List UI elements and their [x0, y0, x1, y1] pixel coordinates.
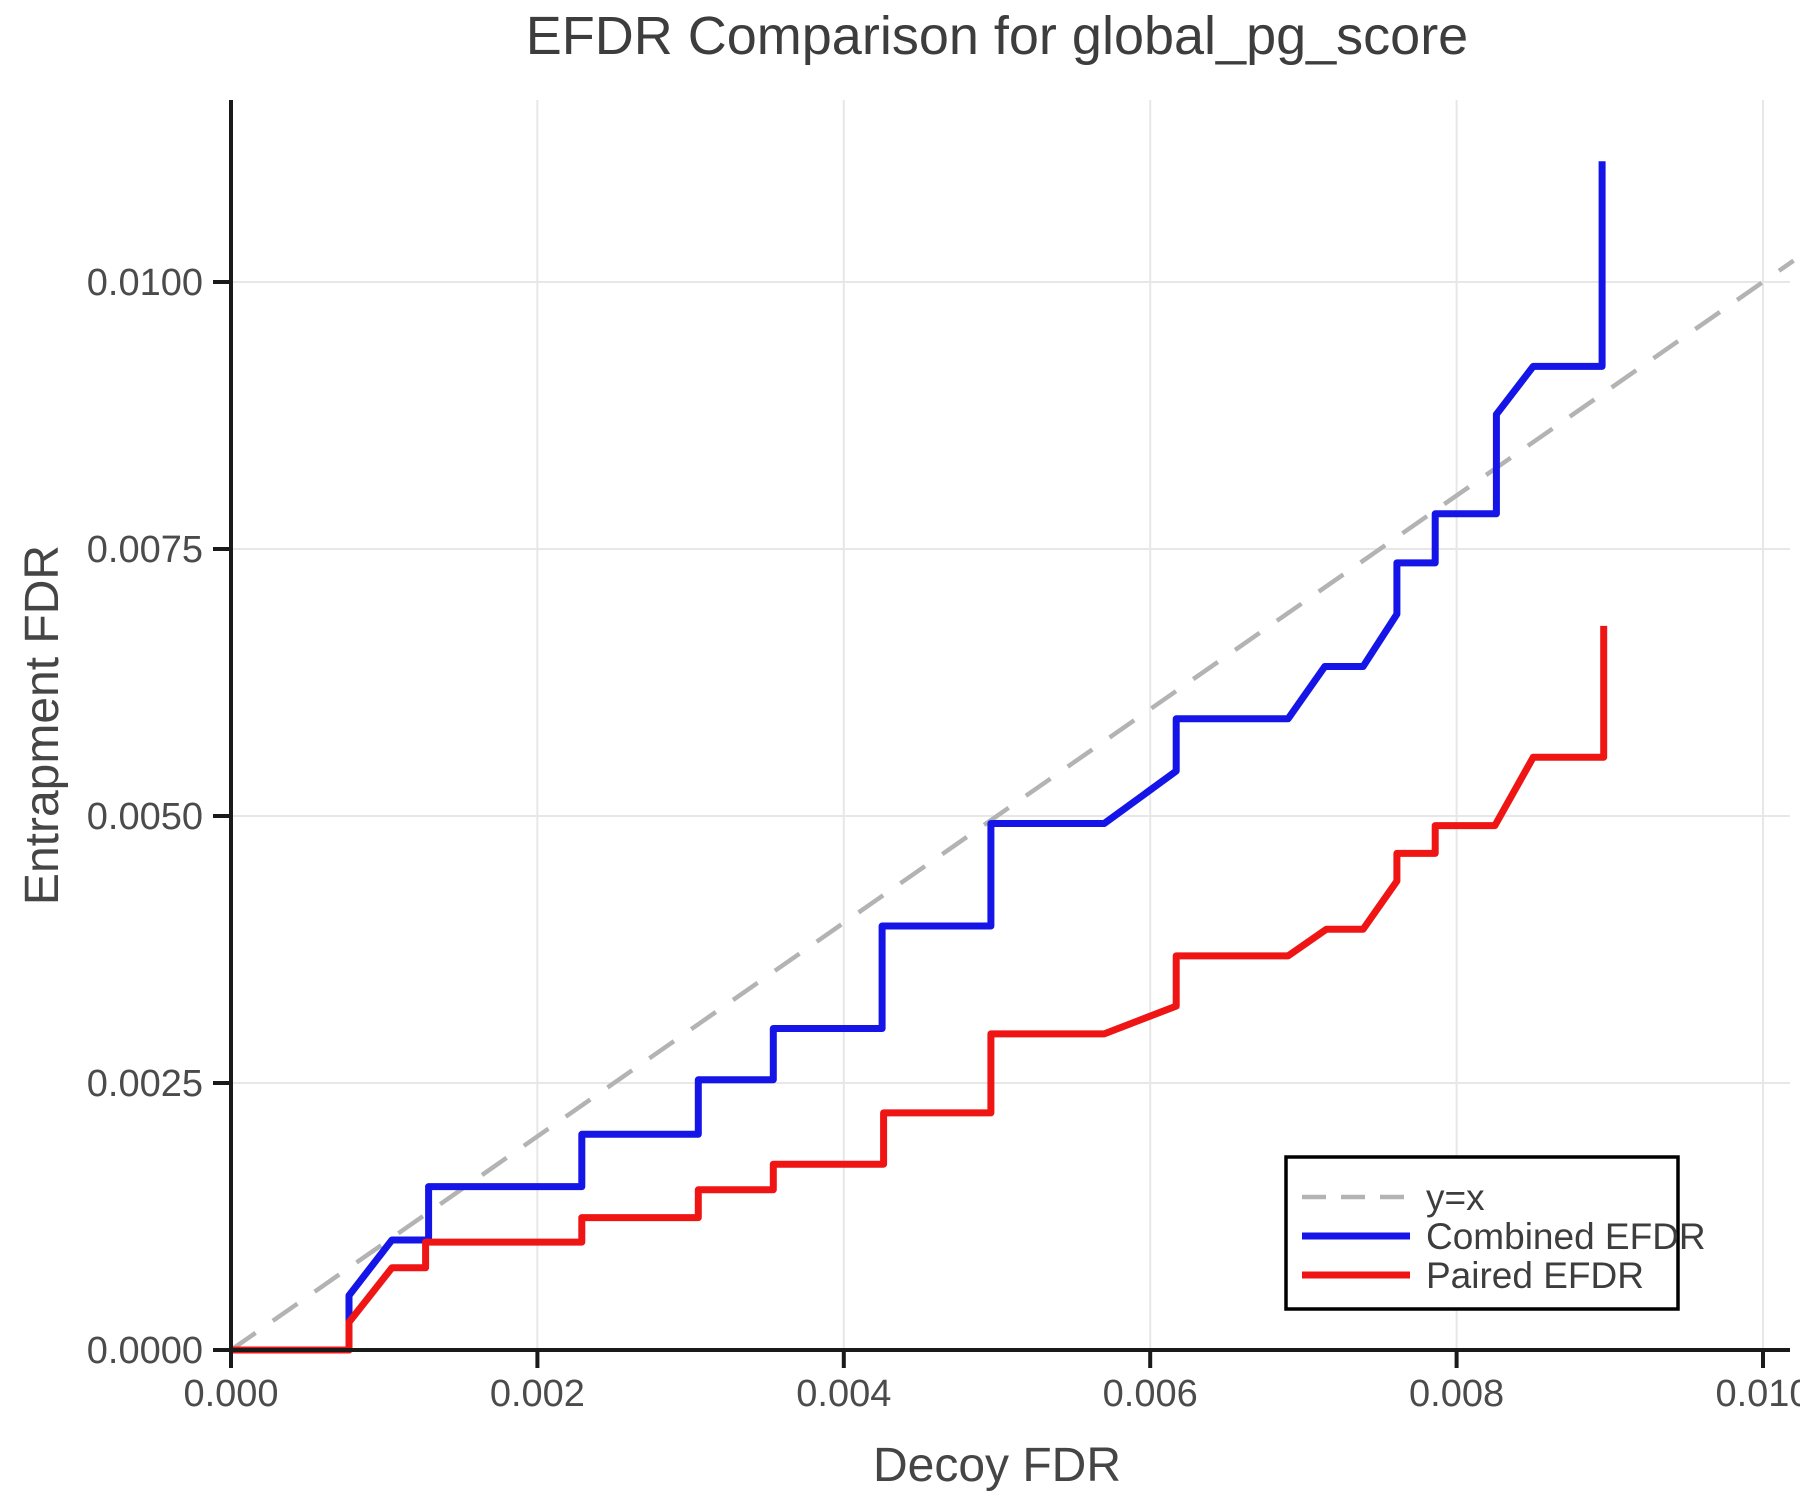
series-paired-efdr	[231, 625, 1608, 1354]
series-combined-efdr	[231, 161, 1606, 1354]
legend-item-label: Paired EFDR	[1426, 1255, 1644, 1296]
y-tick-label: 0.0050	[87, 796, 203, 838]
y-tick-label: 0.0025	[87, 1063, 203, 1105]
x-tick-label: 0.004	[796, 1373, 891, 1415]
y-tick-label: 0.0000	[87, 1330, 203, 1372]
y-tick-label: 0.0075	[87, 529, 203, 571]
x-tick-label: 0.000	[183, 1373, 278, 1415]
tickmarks	[213, 280, 1765, 1368]
legend-item-combined-efdr: Combined EFDR	[1302, 1216, 1706, 1257]
x-tick-label: 0.006	[1103, 1373, 1198, 1415]
axes	[229, 100, 1790, 1352]
x-tick-label: 0.010	[1715, 1373, 1800, 1415]
legend-item-label: Combined EFDR	[1426, 1216, 1706, 1257]
chart-title: EFDR Comparison for global_pg_score	[526, 6, 1468, 66]
series-group	[229, 161, 1795, 1354]
tick-labels: 0.000 0.002 0.004 0.006 0.008 0.010 0.0000 0.00…	[87, 262, 1800, 1415]
legend-item-yx: y=x	[1302, 1177, 1485, 1218]
x-tick-label: 0.002	[490, 1373, 585, 1415]
legend: y=x Combined EFDR Paired EFDR	[1284, 1155, 1706, 1311]
y-tick-label: 0.0100	[87, 262, 203, 304]
x-axis-label: Decoy FDR	[873, 1439, 1121, 1492]
y-axis-label: Entrapment FDR	[16, 545, 69, 905]
x-tick-label: 0.008	[1409, 1373, 1504, 1415]
series-y-x	[229, 258, 1795, 1352]
legend-item-label: y=x	[1426, 1177, 1485, 1218]
legend-item-paired-efdr: Paired EFDR	[1302, 1255, 1644, 1296]
